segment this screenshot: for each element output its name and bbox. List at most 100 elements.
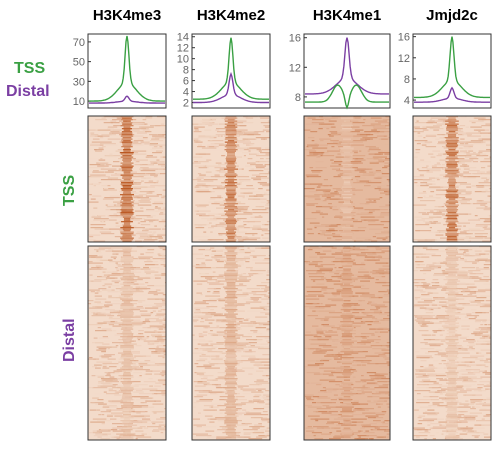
heatmap-streak	[216, 325, 220, 327]
heatmap-streak	[102, 367, 110, 369]
heatmap-streak	[304, 306, 316, 308]
heatmap-streak	[433, 360, 439, 362]
heatmap-streak	[484, 337, 489, 339]
heatmap-streak	[322, 191, 326, 193]
heatmap-streak	[414, 156, 418, 158]
heatmap-streak	[246, 221, 261, 223]
heatmap-center-band	[122, 342, 132, 344]
heatmap-streak	[483, 141, 486, 143]
heatmap-streak	[158, 310, 162, 312]
heatmap-streak	[254, 430, 264, 432]
heatmap-center-band	[224, 274, 238, 276]
heatmap-streak	[164, 300, 166, 302]
heatmap-streak	[237, 322, 253, 324]
heatmap-center-band	[226, 400, 236, 402]
heatmap-streak	[267, 421, 270, 423]
heatmap-streak	[256, 336, 270, 338]
heatmap-streak	[150, 140, 164, 142]
heatmap-streak	[466, 339, 475, 341]
heatmap-streak	[388, 330, 390, 332]
heatmap-frame	[191, 245, 271, 441]
heatmap-streak	[199, 340, 213, 342]
heatmap-streak	[479, 140, 491, 142]
heatmap-streak	[102, 343, 110, 345]
heatmap-center-band	[224, 363, 238, 365]
heatmap-center-band	[122, 256, 132, 258]
heatmap-streak	[474, 321, 481, 323]
heatmap-streak	[262, 129, 270, 131]
heatmap-streak	[381, 138, 388, 140]
heatmap-streak	[140, 339, 147, 341]
heatmap-streak	[462, 164, 468, 166]
heatmap-streak	[243, 212, 253, 214]
heatmap-streak	[103, 122, 113, 124]
heatmap-streak	[308, 339, 321, 341]
heatmap-streak	[89, 194, 92, 196]
heatmap-streak	[216, 393, 228, 395]
heatmap-streak	[465, 283, 475, 285]
heatmap-streak	[484, 158, 491, 160]
heatmap-streak	[463, 171, 469, 173]
heatmap-center-band	[342, 297, 352, 299]
heatmap-streak	[196, 292, 202, 294]
heatmap-streak	[367, 212, 373, 214]
heatmap-streak	[416, 376, 429, 378]
heatmap-streak	[444, 324, 452, 326]
heatmap-streak	[367, 324, 372, 326]
heatmap-streak	[454, 141, 471, 143]
heatmap-center-band	[121, 390, 133, 392]
heatmap-streak	[130, 300, 146, 302]
heatmap-streak	[243, 224, 247, 226]
heatmap-streak	[464, 384, 476, 386]
heatmap-streak	[422, 191, 426, 193]
heatmap-streak	[436, 189, 448, 191]
heatmap-center-band	[120, 355, 134, 357]
heatmap-streak	[431, 282, 439, 284]
heatmap-streak	[310, 183, 323, 185]
heatmap-center-band	[341, 367, 353, 369]
heatmap-streak	[348, 126, 360, 128]
heatmap-streak	[464, 316, 468, 318]
heatmap-center-band	[225, 432, 237, 434]
heatmap-streak	[234, 349, 249, 351]
heatmap-streak	[219, 197, 223, 199]
heatmap-streak	[331, 168, 339, 170]
heatmap-center-band	[340, 213, 354, 215]
heatmap-streak	[149, 143, 157, 145]
heatmap-streak	[105, 375, 111, 377]
heatmap-center-band	[446, 361, 458, 363]
heatmap-streak	[379, 197, 383, 199]
heatmap-streak	[232, 122, 244, 124]
heatmap-streak	[228, 225, 244, 227]
heatmap-streak	[161, 375, 165, 377]
heatmap-streak	[451, 385, 464, 387]
heatmap-streak	[453, 336, 469, 338]
heatmap-streak	[418, 212, 426, 214]
heatmap-streak	[344, 230, 359, 232]
heatmap-streak	[265, 207, 268, 209]
heatmap-streak	[144, 182, 156, 184]
heatmap-center-band	[343, 250, 351, 252]
heatmap-center-band	[341, 159, 353, 161]
heatmap-streak	[365, 255, 374, 257]
heatmap-streak	[219, 412, 223, 414]
heatmap-streak	[208, 333, 216, 335]
heatmap-streak	[243, 246, 250, 248]
heatmap-center-band	[225, 256, 237, 258]
heatmap-center-band	[448, 274, 456, 276]
heatmap-streak	[108, 286, 111, 288]
heatmap-streak	[323, 334, 339, 336]
heatmap-streak	[115, 225, 120, 227]
heatmap-tss	[412, 115, 492, 243]
heatmap-center-band	[224, 186, 238, 188]
heatmap-streak	[233, 203, 246, 205]
heatmap-streak	[480, 343, 491, 345]
heatmap-distal	[87, 245, 167, 441]
heatmap-center-band	[123, 340, 130, 342]
heatmap-center-band	[123, 129, 131, 131]
heatmap-center-band	[123, 200, 131, 202]
heatmap-streak	[144, 319, 150, 321]
heatmap-streak	[416, 161, 431, 163]
heatmap-streak	[246, 288, 261, 290]
heatmap-streak	[196, 352, 204, 354]
